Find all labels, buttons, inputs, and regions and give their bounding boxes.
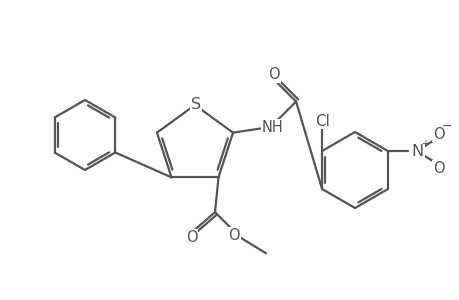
Text: NH: NH [261, 119, 283, 134]
Text: O: O [228, 228, 240, 243]
Text: O: O [185, 230, 197, 245]
Text: Cl: Cl [314, 113, 329, 128]
Text: −: − [441, 119, 451, 133]
Text: O: O [432, 127, 444, 142]
Text: S: S [190, 97, 201, 112]
Text: N: N [411, 143, 423, 158]
Text: +: + [420, 139, 428, 149]
Text: O: O [432, 160, 444, 175]
Text: O: O [268, 67, 280, 82]
